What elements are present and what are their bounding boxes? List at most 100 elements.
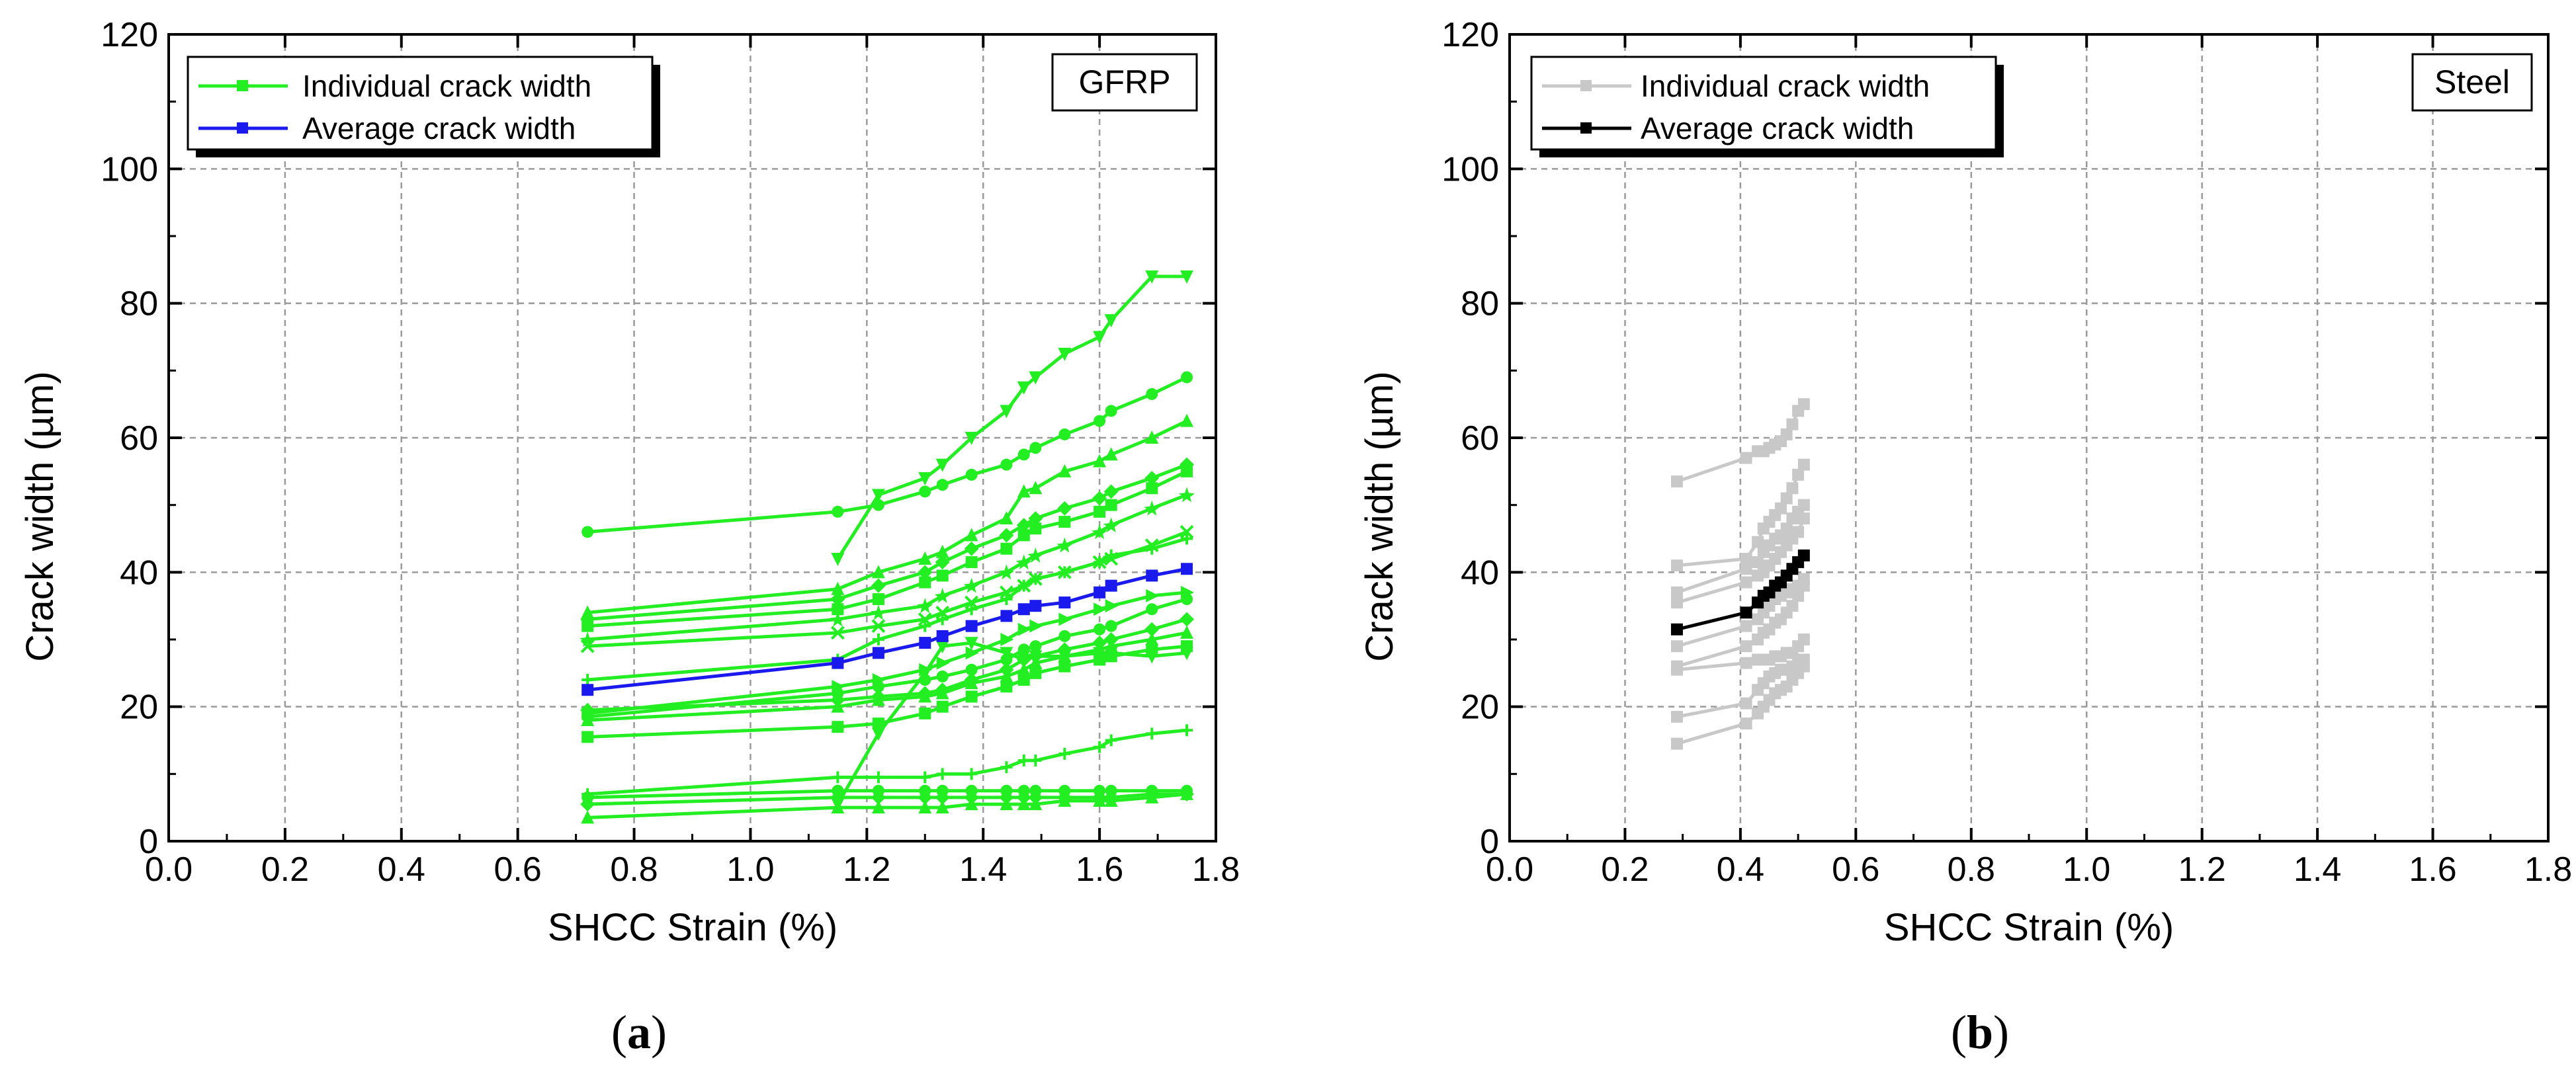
panel-a-individual-point [965, 637, 978, 651]
panel-b-individual-point [1670, 586, 1683, 598]
panel-a-gridlines [169, 34, 1216, 841]
panel-a-individual-point [1094, 602, 1107, 616]
panel-a-individual-point [830, 790, 845, 805]
panel-a-x-tick-label: 0.8 [610, 850, 658, 889]
panel-a-individual-point [1017, 643, 1030, 656]
panel-a-individual-point [1058, 347, 1072, 361]
panel-a-individual-point [831, 800, 845, 814]
panel-a-individual-point [917, 598, 933, 614]
panel-a-individual-point [919, 620, 931, 632]
panel-b-caption: (b) [1951, 1006, 2009, 1059]
panel-a-individual-point [1146, 589, 1160, 602]
panel-a-individual-point [580, 797, 595, 812]
panel-b-individual-point [1740, 657, 1752, 669]
panel-a-individual-point [1056, 537, 1073, 553]
panel-a-x-tick-label: 0.2 [261, 850, 309, 889]
panel-a-individual-point [935, 458, 949, 472]
panel-b-x-axis-label: SHCC Strain (%) [1884, 906, 2174, 949]
panel-b-y-tick-label: 80 [1461, 285, 1499, 323]
panel-a-average-point [581, 684, 594, 696]
panel-a-individual-point [965, 432, 978, 445]
panel-a-individual-point [1000, 593, 1013, 605]
panel-a-individual-point [935, 544, 949, 558]
panel-b-individual-point [1792, 468, 1805, 481]
panel-a-individual-point [965, 663, 978, 676]
panel-a-average-point [919, 637, 931, 649]
panel-a-individual-point [1144, 500, 1160, 516]
panel-a-individual-point [1016, 518, 1031, 533]
panel-b-x-tick-label: 1.8 [2524, 850, 2572, 889]
panel-a-individual-point [936, 700, 949, 713]
panel-b-individual-point [1780, 522, 1793, 535]
panel-a-individual-point [832, 721, 844, 733]
panel-a-individual-point [1094, 505, 1106, 518]
panel-a-individual-point [998, 564, 1015, 580]
panel-a-individual-point [1103, 484, 1119, 499]
panel-b-individual-point [1752, 556, 1764, 569]
panel-b-caption-letter: b [1967, 1006, 1993, 1059]
panel-a-individual-point [1093, 331, 1107, 345]
panel-a-individual-point [965, 528, 978, 542]
panel-a-individual-point [965, 797, 978, 811]
panel-b-series [1670, 398, 1810, 750]
panel-a-y-tick-label: 20 [120, 688, 158, 727]
panel-b-individual-point [1774, 502, 1787, 514]
panel-b-y-tick-label: 120 [1441, 16, 1499, 54]
panel-a-individual-point [831, 581, 845, 595]
panel-b-average-point [1797, 549, 1810, 561]
panel-a-individual-point [1029, 619, 1043, 633]
panel-a-individual-point [1094, 415, 1106, 427]
panel-a-individual-point [580, 632, 596, 647]
panel-a-individual-point [1028, 511, 1043, 526]
panel-a-individual-point [1093, 794, 1107, 807]
panel-a-individual-point [1093, 647, 1107, 661]
panel-a-individual-point [831, 553, 845, 566]
panel-a-individual-point [830, 611, 846, 627]
panel-a-y-tick-label: 100 [101, 150, 158, 188]
panel-a-y-tick-label: 60 [120, 419, 158, 458]
panel-a-individual-point [871, 800, 885, 814]
panel-b-individual-point [1752, 536, 1764, 548]
panel-a-individual-point [1000, 511, 1013, 524]
panel-a-individual-point [1000, 633, 1014, 646]
panel-a-individual-point [965, 468, 978, 481]
panel-a-individual-point [1181, 532, 1193, 545]
panel-a-average-point [1146, 569, 1158, 582]
panel-a-individual-point [872, 634, 884, 645]
panel-a-individual-point [1058, 428, 1071, 440]
panel-a-individual-point [1058, 612, 1072, 626]
panel-a-individual-point [1105, 599, 1119, 613]
panel-a-individual-point [871, 692, 885, 706]
panel-a-individual-point [1000, 647, 1013, 661]
panel-a-y-axis-label: Crack width (µm) [19, 371, 62, 661]
panel-a-individual-point [935, 555, 950, 570]
panel-a-individual-point [1145, 650, 1159, 664]
panel-b-legend-individual-label: Individual crack width [1641, 69, 1930, 103]
panel-a-individual-point [832, 771, 844, 784]
panel-a-individual-point [1105, 499, 1117, 511]
panel-b-legend-average-label: Average crack width [1641, 111, 1914, 145]
panel-a-individual-point [1104, 447, 1118, 461]
panel-a-individual-point [1093, 454, 1107, 468]
panel-a-x-tick-label: 0.0 [145, 850, 193, 889]
panel-a-individual-point [935, 790, 950, 805]
panel-a-individual-point [1017, 755, 1030, 766]
panel-a-individual-point [963, 577, 980, 593]
panel-a-individual-point [580, 702, 595, 718]
panel-a-average-point [1017, 603, 1030, 616]
panel-a-average-point [1000, 610, 1013, 622]
panel-a-x-tick-label: 0.6 [494, 850, 542, 889]
panel-b-x-tick-label: 0.0 [1486, 850, 1533, 889]
panel-a-individual-point [1181, 465, 1193, 477]
panel-a-individual-point [1017, 662, 1031, 676]
panel-b-individual-point [1786, 418, 1799, 431]
panel-b-individual-point [1792, 526, 1805, 538]
panel-a-gfrp-chart: 0.0 0.2 0.4 0.6 0.8 1.0 1.2 1.4 1.6 1.8 0 20 40 60 80 1… [19, 16, 1240, 1059]
panel-b-individual-point [1780, 492, 1793, 505]
panel-a-individual-point [1029, 650, 1043, 664]
panel-a-x-tick-label: 1.4 [959, 850, 1007, 889]
panel-a-individual-point [1094, 623, 1106, 636]
panel-a-individual-point [830, 592, 845, 606]
panel-a-individual-point [965, 556, 978, 569]
panel-b-y-tick-label: 100 [1441, 150, 1499, 188]
